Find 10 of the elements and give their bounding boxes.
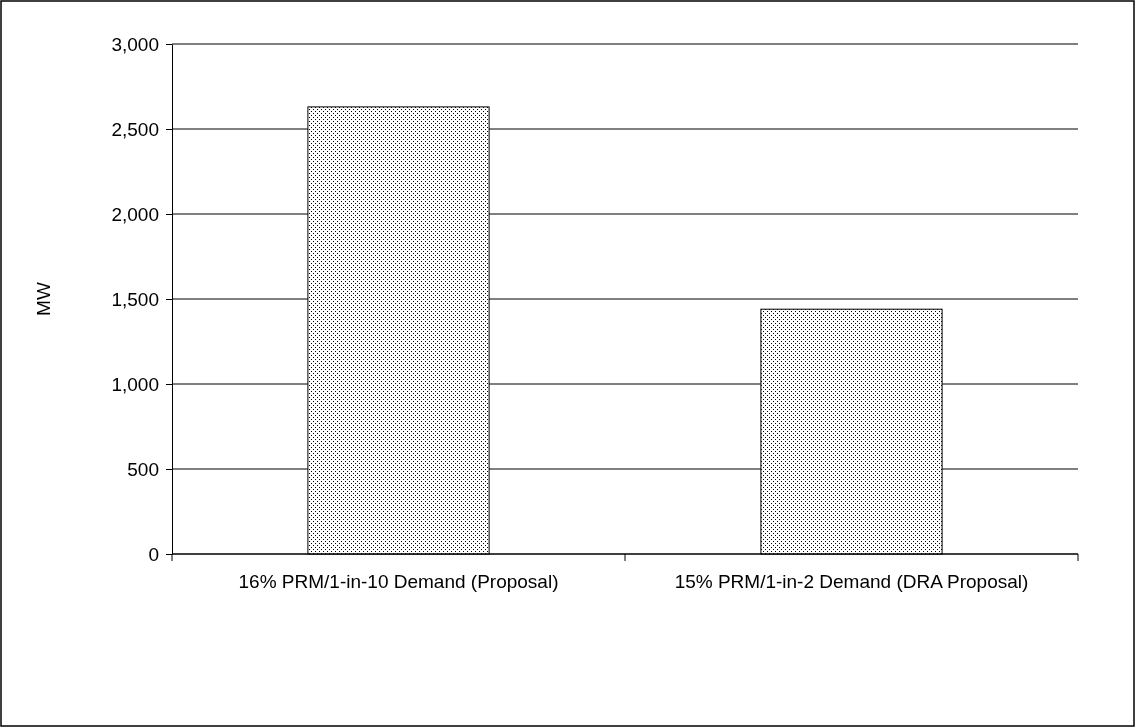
- y-tick-label: 2,500: [111, 118, 159, 140]
- y-axis-title: MW: [33, 282, 54, 316]
- y-tick-label: 1,500: [111, 288, 159, 310]
- x-tick-label: 16% PRM/1-in-10 Demand (Proposal): [238, 571, 559, 592]
- y-tick-label: 2,000: [111, 203, 159, 225]
- y-tick-label: 3,000: [111, 33, 159, 55]
- y-tick-label: 500: [127, 458, 159, 480]
- y-tick-label: 1,000: [111, 373, 159, 395]
- y-tick-label: 0: [148, 543, 159, 565]
- x-tick-label: 15% PRM/1-in-2 Demand (DRA Proposal): [674, 571, 1029, 592]
